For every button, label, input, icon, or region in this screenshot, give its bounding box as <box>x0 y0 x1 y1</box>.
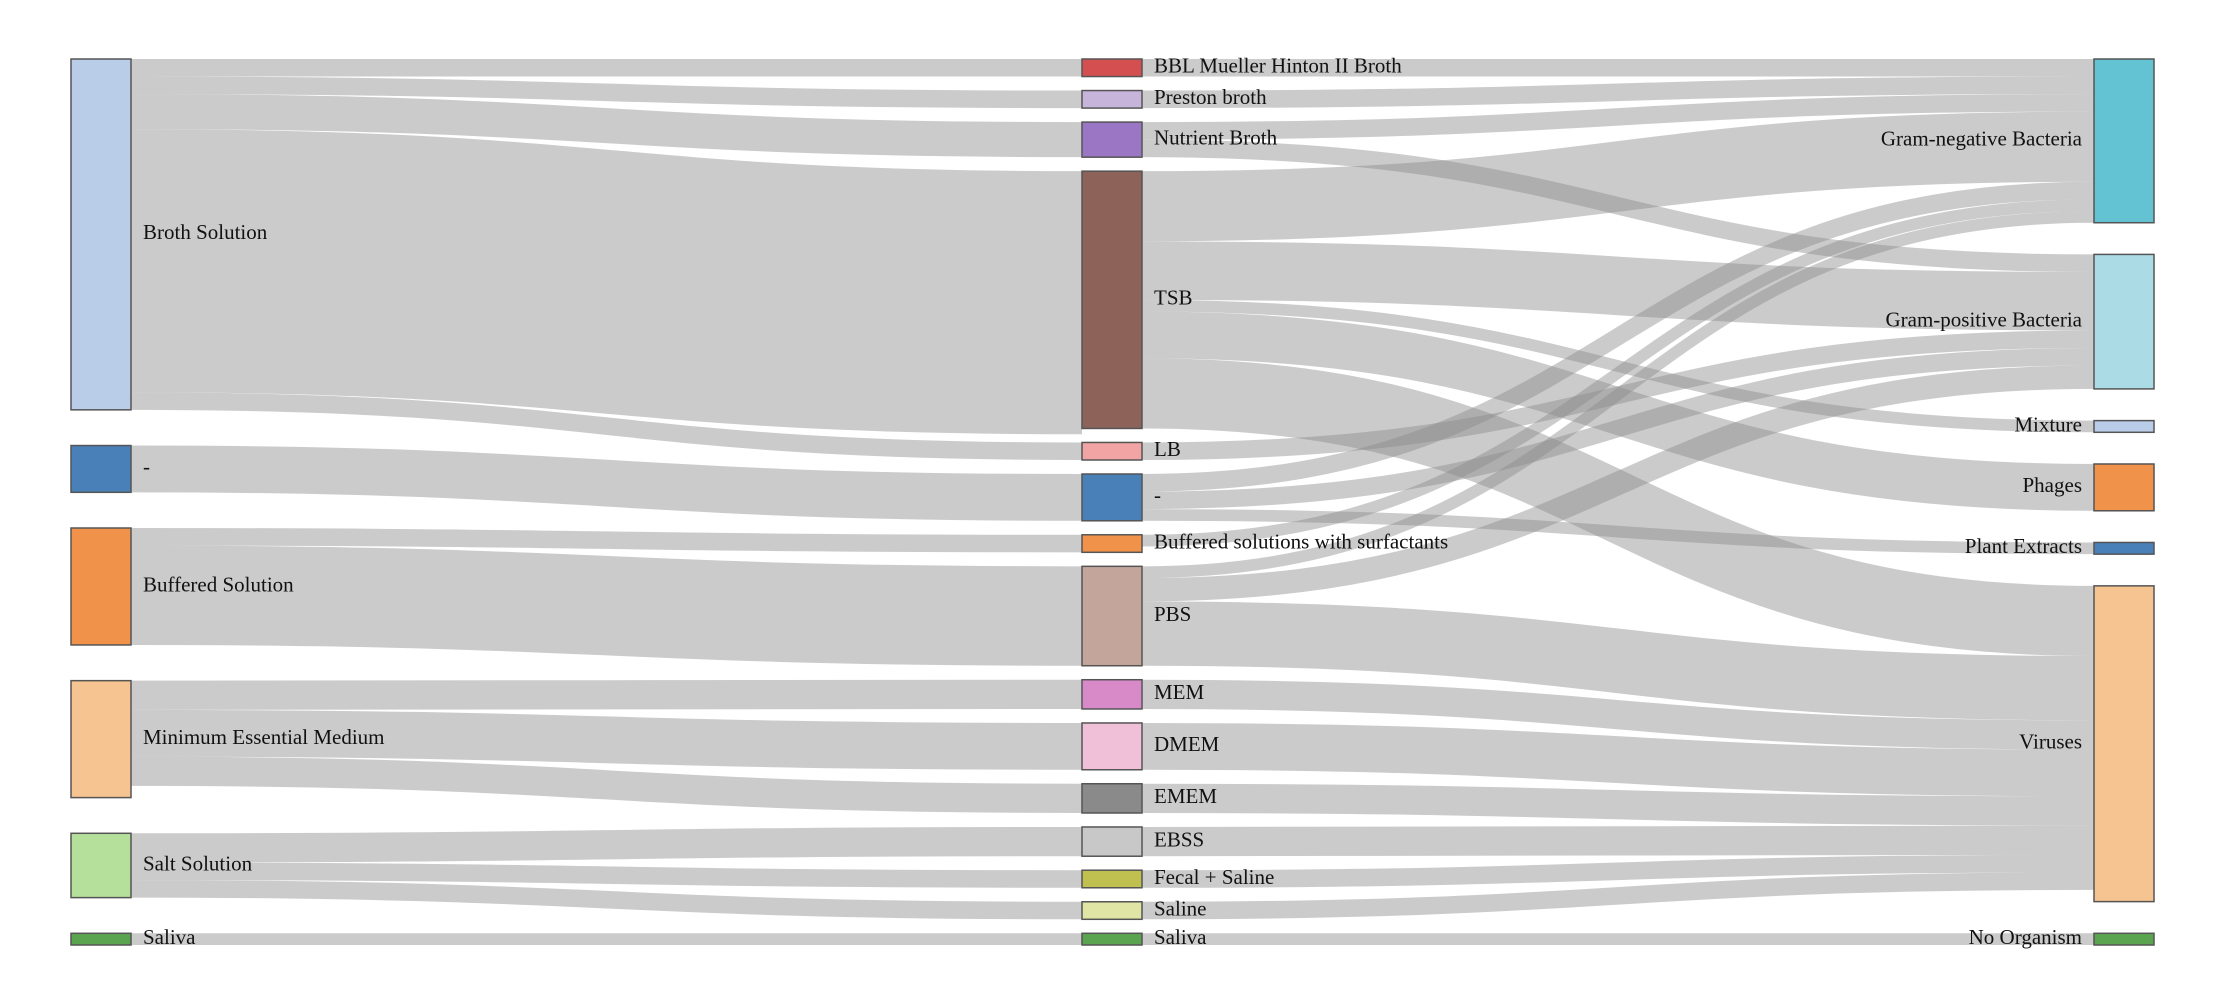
sankey-nodes <box>70 58 2155 946</box>
node-medium-dash[interactable] <box>1081 473 1143 522</box>
node-source-buffered-solution[interactable] <box>70 527 132 646</box>
link-dash-to-gram-positive-bacteria <box>1141 347 2095 510</box>
link-pbs-to-viruses <box>1141 601 2095 721</box>
label-medium-nutrient-broth: Nutrient Broth <box>1154 125 1278 149</box>
node-medium-emem[interactable] <box>1081 782 1143 814</box>
label-medium-mem: MEM <box>1154 680 1205 704</box>
label-organism-gram-positive-bacteria: Gram-positive Bacteria <box>1885 307 2082 331</box>
link-pbs-to-gram-positive-bacteria <box>1141 365 2095 602</box>
link-dash-to-plant-extracts <box>1141 509 2095 555</box>
node-medium-dmem[interactable] <box>1081 722 1143 771</box>
label-medium-lb: LB <box>1154 437 1181 461</box>
label-organism-mixture: Mixture <box>2014 412 2082 436</box>
link-minimum-essential-medium-to-dmem <box>130 709 1083 770</box>
label-medium-tsb: TSB <box>1154 286 1193 310</box>
label-medium-emem: EMEM <box>1154 784 1217 808</box>
link-salt-solution-to-fecal-saline <box>130 862 1083 888</box>
link-pbs-to-gram-negative-bacteria <box>1141 211 2095 579</box>
node-medium-bbl-mueller-hinton-ii-broth[interactable] <box>1081 58 1143 78</box>
node-medium-mem[interactable] <box>1081 678 1143 710</box>
node-source-broth-solution[interactable] <box>70 58 132 411</box>
label-source-dash: - <box>143 455 150 479</box>
label-medium-buffered-solutions-with-surfactants: Buffered solutions with surfactants <box>1154 529 1448 553</box>
link-salt-solution-to-ebss <box>130 826 1083 863</box>
node-organism-no-organism[interactable] <box>2093 932 2155 946</box>
node-medium-nutrient-broth[interactable] <box>1081 121 1143 158</box>
link-buffered-solutions-with-surfactants-to-gram-negative-bacteria <box>1141 199 2095 547</box>
label-medium-bbl-mueller-hinton-ii-broth: BBL Mueller Hinton II Broth <box>1154 54 1402 78</box>
link-tsb-to-gram-positive-bacteria <box>1141 241 2095 331</box>
node-source-salt-solution[interactable] <box>70 832 132 899</box>
node-organism-mixture[interactable] <box>2093 419 2155 434</box>
label-source-saliva: Saliva <box>143 925 196 949</box>
label-medium-ebss: EBSS <box>1154 827 1204 851</box>
node-source-dash[interactable] <box>70 444 132 494</box>
link-buffered-solution-to-buffered-solutions-with-surfactants <box>130 528 1083 553</box>
node-source-minimum-essential-medium[interactable] <box>70 679 132 799</box>
label-organism-gram-negative-bacteria: Gram-negative Bacteria <box>1881 127 2083 151</box>
label-medium-dmem: DMEM <box>1154 732 1220 756</box>
node-organism-viruses[interactable] <box>2093 585 2155 903</box>
link-minimum-essential-medium-to-emem <box>130 756 1083 813</box>
link-tsb-to-mixture <box>1141 299 2095 433</box>
node-organism-plant-extracts[interactable] <box>2093 541 2155 555</box>
label-source-salt-solution: Salt Solution <box>143 851 253 875</box>
link-dmem-to-viruses <box>1141 722 2095 797</box>
link-dash-to-gram-negative-bacteria <box>1141 181 2095 492</box>
node-medium-tsb[interactable] <box>1081 170 1143 430</box>
node-medium-saliva[interactable] <box>1081 932 1143 946</box>
link-tsb-to-viruses <box>1141 358 2095 657</box>
node-medium-preston-broth[interactable] <box>1081 89 1143 109</box>
label-medium-saliva: Saliva <box>1154 925 1207 949</box>
label-medium-pbs: PBS <box>1154 602 1191 626</box>
label-organism-viruses: Viruses <box>2019 730 2082 754</box>
node-medium-buffered-solutions-with-surfactants[interactable] <box>1081 534 1143 554</box>
node-organism-phages[interactable] <box>2093 463 2155 512</box>
link-broth-solution-to-preston-broth <box>130 76 1083 109</box>
link-minimum-essential-medium-to-mem <box>130 679 1083 710</box>
link-fecal-saline-to-viruses <box>1141 854 2095 888</box>
link-tsb-to-gram-negative-bacteria <box>1141 111 2095 242</box>
label-medium-dash: - <box>1154 483 1161 507</box>
node-medium-fecal-saline[interactable] <box>1081 869 1143 889</box>
link-emem-to-viruses <box>1141 783 2095 826</box>
link-broth-solution-to-lb <box>130 392 1083 461</box>
link-lb-to-gram-positive-bacteria <box>1141 330 2095 461</box>
link-ebss-to-viruses <box>1141 825 2095 857</box>
label-source-buffered-solution: Buffered Solution <box>143 572 294 596</box>
link-dash-to-dash <box>130 445 1083 521</box>
link-preston-broth-to-gram-negative-bacteria <box>1141 76 2095 109</box>
label-organism-no-organism: No Organism <box>1969 925 2082 949</box>
link-broth-solution-to-tsb <box>130 129 1083 435</box>
label-medium-preston-broth: Preston broth <box>1154 85 1267 109</box>
link-broth-solution-to-nutrient-broth <box>130 94 1083 158</box>
label-organism-plant-extracts: Plant Extracts <box>1965 534 2082 558</box>
label-medium-saline: Saline <box>1154 896 1207 920</box>
sankey-labels: Broth Solution - Buffered Solution Minimum … <box>143 54 2083 949</box>
label-source-broth-solution: Broth Solution <box>143 220 268 244</box>
node-medium-lb[interactable] <box>1081 441 1143 461</box>
node-source-saliva[interactable] <box>70 932 132 946</box>
link-tsb-to-phages <box>1141 311 2095 511</box>
label-medium-fecal-saline: Fecal + Saline <box>1154 865 1274 889</box>
node-medium-ebss[interactable] <box>1081 826 1143 857</box>
link-mem-to-viruses <box>1141 679 2095 750</box>
node-organism-gram-positive-bacteria[interactable] <box>2093 253 2155 390</box>
link-nutrient-broth-to-gram-positive-bacteria <box>1141 139 2095 272</box>
label-source-minimum-essential-medium: Minimum Essential Medium <box>143 725 385 749</box>
link-buffered-solution-to-pbs <box>130 545 1083 666</box>
sankey-links <box>130 58 2095 946</box>
link-saline-to-viruses <box>1141 872 2095 920</box>
node-organism-gram-negative-bacteria[interactable] <box>2093 58 2155 224</box>
node-medium-saline[interactable] <box>1081 901 1143 921</box>
node-medium-pbs[interactable] <box>1081 565 1143 667</box>
link-nutrient-broth-to-gram-negative-bacteria <box>1141 94 2095 140</box>
label-organism-phages: Phages <box>2023 473 2083 497</box>
link-salt-solution-to-saline <box>130 880 1083 920</box>
